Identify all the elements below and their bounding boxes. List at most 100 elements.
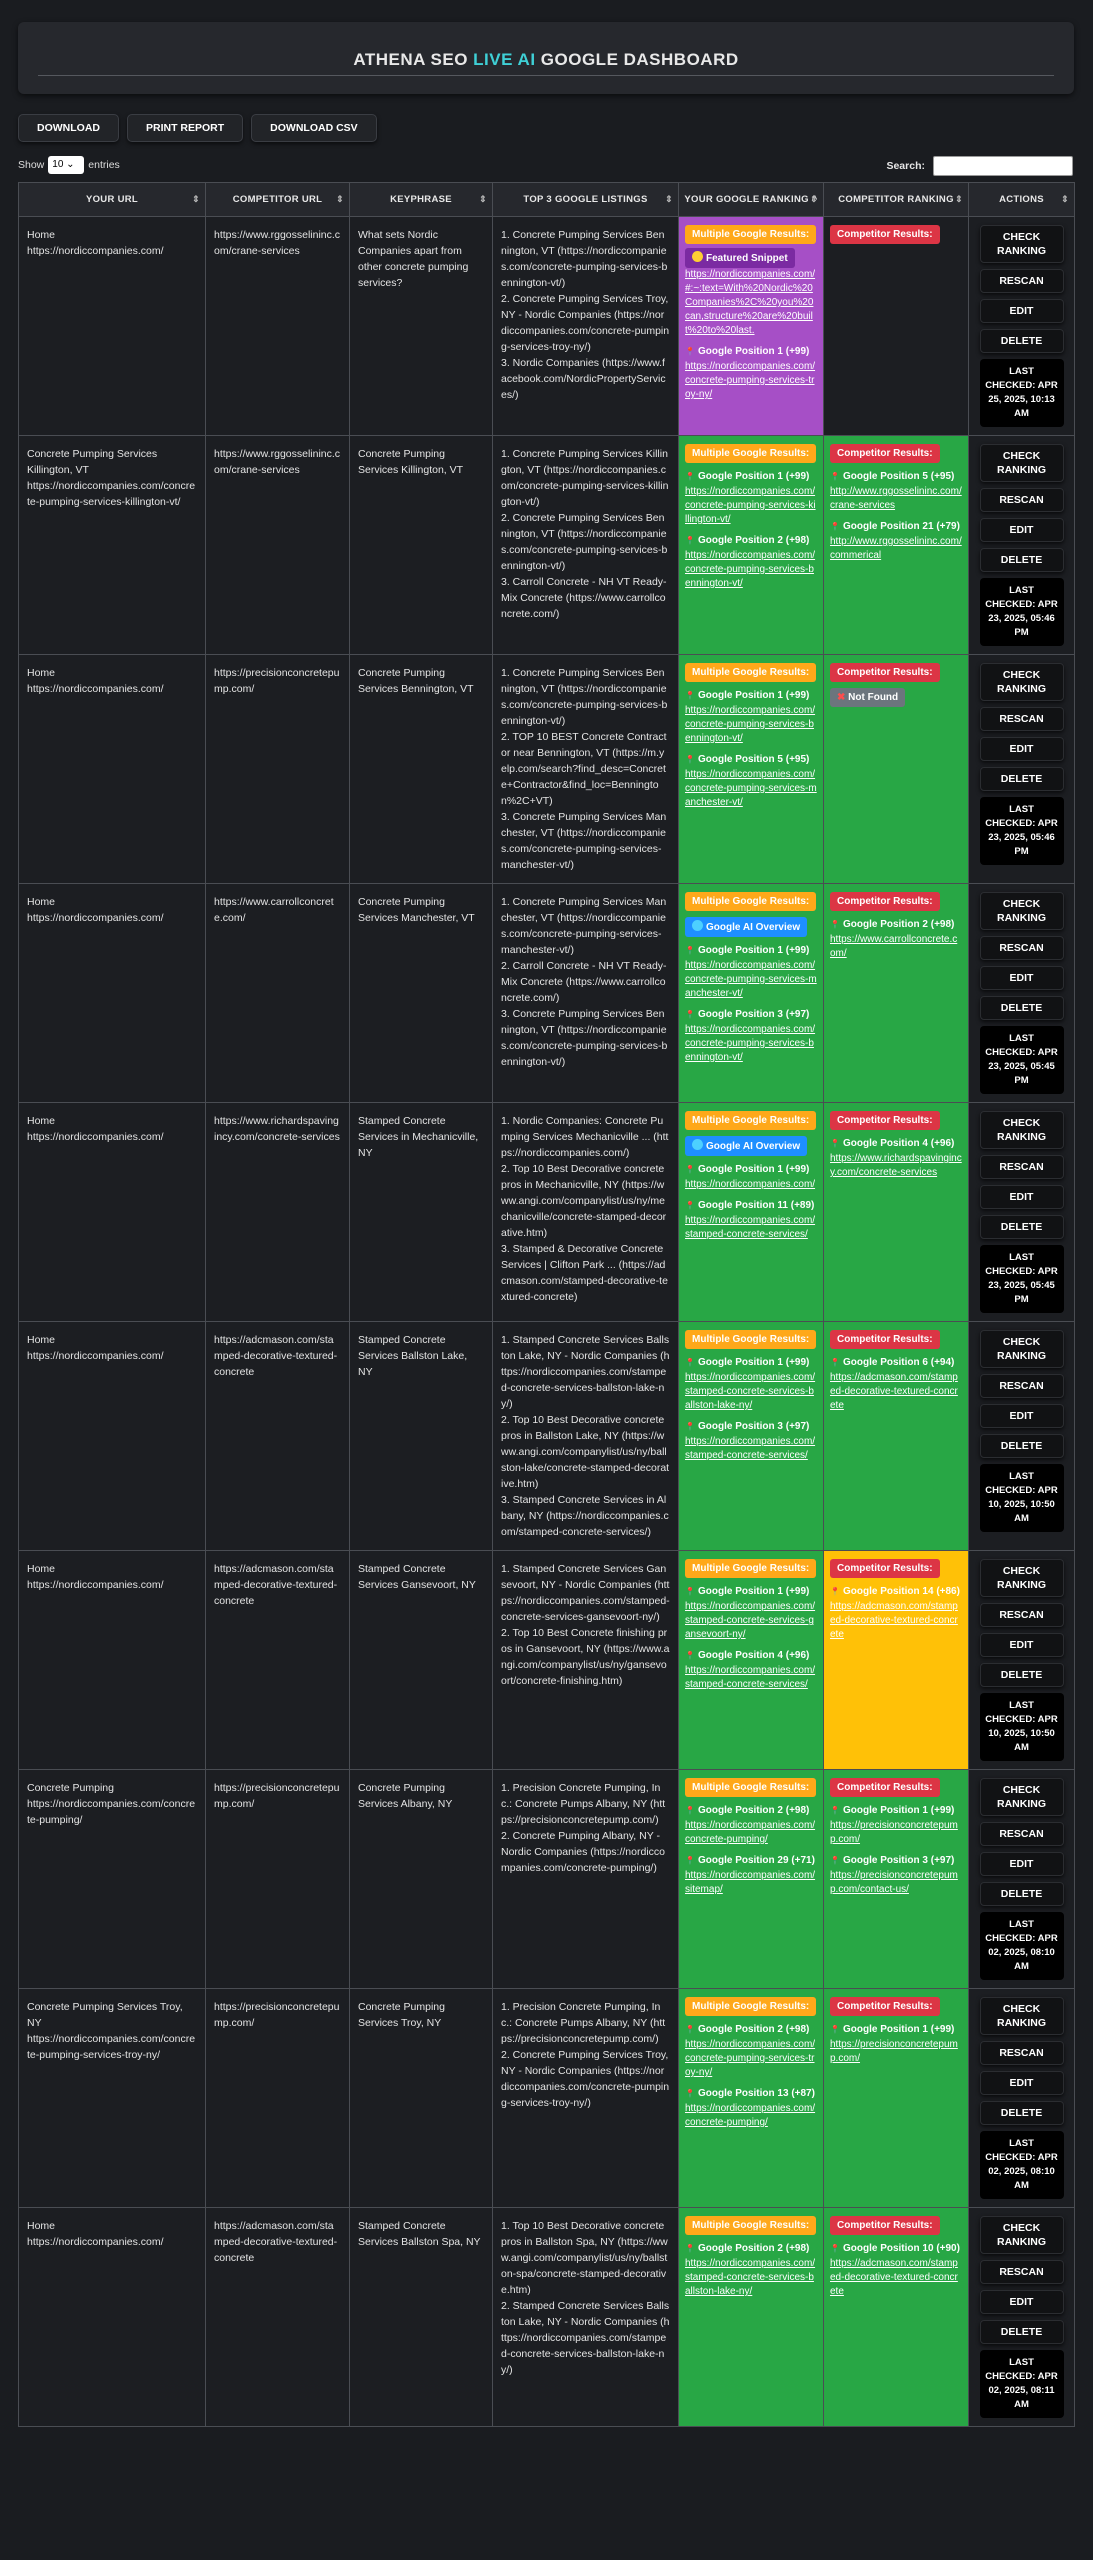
delete-button[interactable]: DELETE: [979, 2320, 1064, 2344]
result-link[interactable]: https://www.carrollconcrete.com/: [830, 934, 958, 959]
column-header-your-url[interactable]: YOUR URL ⇕: [18, 182, 206, 217]
result-link[interactable]: https://nordiccompanies.com/stamped-conc…: [685, 1665, 816, 1690]
result-link[interactable]: https://precisionconcretepump.com/: [830, 2039, 958, 2064]
check-ranking-button[interactable]: CHECK RANKING: [979, 663, 1064, 701]
edit-button[interactable]: EDIT: [979, 299, 1064, 323]
rescan-button[interactable]: RESCAN: [979, 936, 1064, 960]
check-ranking-button[interactable]: CHECK RANKING: [979, 225, 1064, 263]
competitor-url-text: https://adcmason.com/stamped-decorative-…: [214, 2220, 338, 2264]
delete-button[interactable]: DELETE: [979, 548, 1064, 572]
keyphrase-text: Concrete Pumping Services Bennington, VT: [358, 667, 474, 695]
edit-button[interactable]: EDIT: [979, 2290, 1064, 2314]
edit-button[interactable]: EDIT: [979, 2071, 1064, 2095]
edit-button[interactable]: EDIT: [979, 737, 1064, 761]
print-report-button[interactable]: PRINT REPORT: [127, 114, 244, 142]
result-link[interactable]: https://nordiccompanies.com/concrete-pum…: [685, 1820, 816, 1845]
result-link[interactable]: https://precisionconcretepump.com/contac…: [830, 1870, 958, 1895]
edit-button[interactable]: EDIT: [979, 1633, 1064, 1657]
result-link[interactable]: https://nordiccompanies.com/stamped-conc…: [685, 1601, 816, 1640]
rescan-button[interactable]: RESCAN: [979, 2260, 1064, 2284]
delete-button[interactable]: DELETE: [979, 1663, 1064, 1687]
result-link[interactable]: https://nordiccompanies.com/concrete-pum…: [685, 705, 816, 744]
column-header-keyphrase[interactable]: KEYPHRASE ⇕: [349, 182, 493, 217]
column-header-competitor-url[interactable]: COMPETITOR URL ⇕: [205, 182, 350, 217]
search-input[interactable]: [933, 156, 1073, 176]
check-ranking-button[interactable]: CHECK RANKING: [979, 1778, 1064, 1816]
entries-select[interactable]: 10 ⌄: [48, 156, 85, 174]
sort-icon[interactable]: ⇕: [336, 194, 344, 204]
delete-button[interactable]: DELETE: [979, 1434, 1064, 1458]
result-link[interactable]: https://nordiccompanies.com/sitemap/: [685, 1870, 816, 1895]
column-header-competitor-ranking[interactable]: COMPETITOR RANKING ⇕: [823, 182, 969, 217]
result-link[interactable]: https://adcmason.com/stamped-decorative-…: [830, 2258, 958, 2297]
cell-competitor-ranking: Competitor Results: 📍 Google Position 1 (+…: [823, 1988, 969, 2208]
result-link[interactable]: https://nordiccompanies.com/stamped-conc…: [685, 1436, 816, 1461]
cell-top-listings: 1. Nordic Companies: Concrete Pumping Se…: [492, 1102, 679, 1322]
result-link[interactable]: https://nordiccompanies.com/: [685, 1179, 816, 1190]
sort-icon[interactable]: ⇕: [955, 194, 963, 204]
edit-button[interactable]: EDIT: [979, 966, 1064, 990]
competitor-url-text: https://precisionconcretepump.com/: [214, 667, 340, 695]
result-link[interactable]: https://nordiccompanies.com/concrete-pum…: [685, 1024, 816, 1063]
edit-button[interactable]: EDIT: [979, 518, 1064, 542]
result-link[interactable]: https://nordiccompanies.com/concrete-pum…: [685, 2103, 816, 2128]
result-link[interactable]: https://nordiccompanies.com/stamped-conc…: [685, 1215, 816, 1240]
result-link[interactable]: http://www.rggosselininc.com/crane-servi…: [830, 486, 962, 511]
rescan-button[interactable]: RESCAN: [979, 1155, 1064, 1179]
result-link[interactable]: https://nordiccompanies.com/#:~:text=Wit…: [685, 269, 816, 336]
result-link[interactable]: https://nordiccompanies.com/stamped-conc…: [685, 1372, 816, 1411]
rescan-button[interactable]: RESCAN: [979, 1822, 1064, 1846]
position-label: Google Position 1 (+99): [697, 1586, 810, 1597]
result-link[interactable]: https://precisionconcretepump.com/: [830, 1820, 958, 1845]
column-header-actions[interactable]: ACTIONS ⇕: [968, 182, 1075, 217]
listing-item: 2. Top 10 Best Concrete finishing pros i…: [501, 1627, 670, 1687]
cell-top-listings: 1. Precision Concrete Pumping, Inc.: Con…: [492, 1769, 679, 1989]
check-ranking-button[interactable]: CHECK RANKING: [979, 2216, 1064, 2254]
result-link[interactable]: https://nordiccompanies.com/stamped-conc…: [685, 2258, 816, 2297]
check-ranking-button[interactable]: CHECK RANKING: [979, 1330, 1064, 1368]
check-ranking-button[interactable]: CHECK RANKING: [979, 1559, 1064, 1597]
edit-button[interactable]: EDIT: [979, 1852, 1064, 1876]
check-ranking-button[interactable]: CHECK RANKING: [979, 1111, 1064, 1149]
result-link[interactable]: https://nordiccompanies.com/concrete-pum…: [685, 2039, 816, 2078]
result-link[interactable]: https://nordiccompanies.com/concrete-pum…: [685, 960, 817, 999]
check-ranking-button[interactable]: CHECK RANKING: [979, 444, 1064, 482]
sort-icon[interactable]: ⇕: [810, 194, 818, 204]
rescan-button[interactable]: RESCAN: [979, 1603, 1064, 1627]
position-label: Google Position 2 (+98): [697, 535, 810, 546]
delete-button[interactable]: DELETE: [979, 996, 1064, 1020]
rescan-button[interactable]: RESCAN: [979, 1374, 1064, 1398]
rescan-button[interactable]: RESCAN: [979, 269, 1064, 293]
column-header-your-ranking[interactable]: YOUR GOOGLE RANKING ^ ⇕: [678, 182, 824, 217]
check-ranking-button[interactable]: CHECK RANKING: [979, 1997, 1064, 2035]
pin-icon: 📍: [830, 1139, 840, 1148]
rescan-button[interactable]: RESCAN: [979, 2041, 1064, 2065]
result-link[interactable]: http://www.rggosselininc.com/commerical: [830, 536, 962, 561]
result-link[interactable]: https://nordiccompanies.com/concrete-pum…: [685, 769, 817, 808]
result-link[interactable]: https://nordiccompanies.com/concrete-pum…: [685, 486, 816, 525]
sort-icon[interactable]: ⇕: [665, 194, 673, 204]
sort-icon[interactable]: ⇕: [479, 194, 487, 204]
delete-button[interactable]: DELETE: [979, 2101, 1064, 2125]
sort-icon[interactable]: ⇕: [192, 194, 200, 204]
edit-button[interactable]: EDIT: [979, 1404, 1064, 1428]
check-ranking-button[interactable]: CHECK RANKING: [979, 892, 1064, 930]
column-header-top-3-listings[interactable]: TOP 3 GOOGLE LISTINGS ⇕: [492, 182, 679, 217]
sort-icon[interactable]: ⇕: [1061, 194, 1069, 204]
result-link[interactable]: https://www.richardspavingincy.com/concr…: [830, 1153, 962, 1178]
download-csv-button[interactable]: DOWNLOAD CSV: [251, 114, 377, 142]
edit-button[interactable]: EDIT: [979, 1185, 1064, 1209]
delete-button[interactable]: DELETE: [979, 1882, 1064, 1906]
delete-button[interactable]: DELETE: [979, 1215, 1064, 1239]
result-link[interactable]: https://nordiccompanies.com/concrete-pum…: [685, 550, 816, 589]
rescan-button[interactable]: RESCAN: [979, 488, 1064, 512]
cell-actions: CHECK RANKING RESCAN EDIT DELETE LAST CHECKE…: [968, 2207, 1075, 2427]
result-link[interactable]: https://nordiccompanies.com/concrete-pum…: [685, 361, 816, 400]
download-button[interactable]: DOWNLOAD: [18, 114, 119, 142]
result-link[interactable]: https://adcmason.com/stamped-decorative-…: [830, 1601, 958, 1640]
rescan-button[interactable]: RESCAN: [979, 707, 1064, 731]
result-link[interactable]: https://adcmason.com/stamped-decorative-…: [830, 1372, 958, 1411]
delete-button[interactable]: DELETE: [979, 767, 1064, 791]
delete-button[interactable]: DELETE: [979, 329, 1064, 353]
listing-item: 2. Carroll Concrete - NH VT Ready-Mix Co…: [501, 960, 667, 1004]
